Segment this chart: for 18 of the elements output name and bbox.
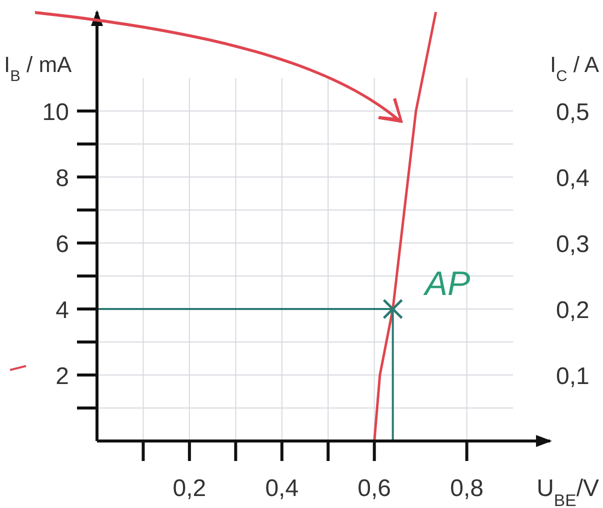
y-tick-label: 4	[56, 297, 69, 324]
x-tick-label: 0,8	[450, 475, 484, 502]
x-axis-title: U$_{BE}$/V	[536, 475, 599, 508]
y2-tick-label: 0,4	[556, 165, 590, 192]
y2-tick-label: 0,5	[556, 99, 590, 126]
y-axis-title: I$_{B}$ / mA	[4, 52, 72, 84]
y2-tick-label: 0,1	[556, 363, 590, 390]
x-tick-label: 0,4	[265, 475, 299, 502]
x-tick-label: 0,2	[172, 475, 206, 502]
y2-tick-label: 0,2	[556, 297, 590, 324]
y-tick-label: 10	[42, 99, 69, 126]
x-tick-label: 0,6	[358, 475, 392, 502]
y-tick-label: 6	[56, 231, 69, 258]
y2-axis-title: I$_{C}$ / A	[550, 52, 600, 84]
y2-tick-label: 0,3	[556, 231, 590, 258]
y-tick-label: 2	[56, 363, 69, 390]
y-tick-label: 8	[56, 165, 69, 192]
annotation: AP	[422, 265, 471, 303]
